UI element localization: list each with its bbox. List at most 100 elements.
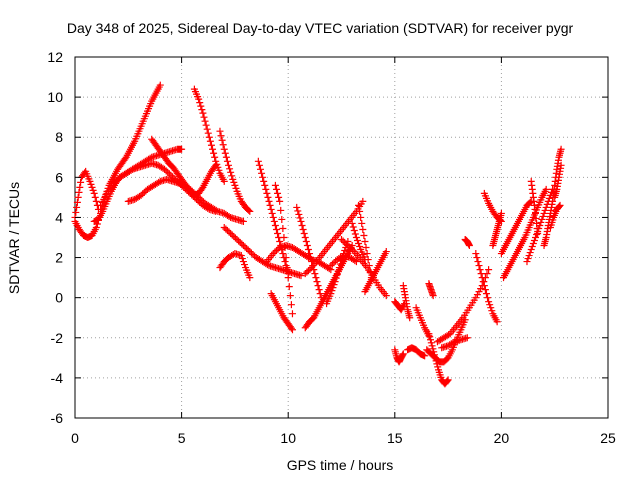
data-point <box>349 223 357 231</box>
series-arc-22 <box>361 248 390 296</box>
data-point <box>203 125 211 133</box>
data-point <box>428 342 436 350</box>
data-point <box>485 298 493 306</box>
data-point <box>249 251 257 259</box>
data-point <box>527 246 535 254</box>
data-point <box>237 252 245 260</box>
data-point <box>254 157 262 165</box>
data-point <box>255 161 263 169</box>
data-point <box>427 336 435 344</box>
data-point <box>230 178 238 186</box>
data-point <box>541 206 549 214</box>
data-point <box>240 261 248 269</box>
series-arc-11 <box>254 157 292 278</box>
x-tick-label: 25 <box>600 430 616 446</box>
data-point <box>276 197 284 205</box>
data-point <box>214 163 222 171</box>
series-arc-10 <box>216 250 254 282</box>
data-point <box>212 157 220 165</box>
data-point <box>365 262 373 270</box>
data-point <box>220 223 228 231</box>
data-point <box>301 270 309 278</box>
data-point <box>331 278 339 286</box>
data-point <box>274 229 282 237</box>
data-point <box>355 240 363 248</box>
y-tick-label: 6 <box>55 169 63 185</box>
data-point <box>137 191 145 199</box>
data-point <box>281 258 289 266</box>
data-point <box>238 255 246 263</box>
data-point <box>195 95 203 103</box>
data-point <box>243 245 251 253</box>
data-point <box>276 238 284 246</box>
data-point <box>239 217 247 225</box>
data-point <box>406 314 414 322</box>
data-point <box>220 145 228 153</box>
x-tick-label: 5 <box>178 430 186 446</box>
data-point <box>109 179 117 187</box>
data-point <box>427 339 435 347</box>
data-point <box>271 181 279 189</box>
data-point <box>342 240 350 248</box>
series-arc-21 <box>327 252 360 270</box>
data-point <box>313 278 321 286</box>
data-point <box>246 248 254 256</box>
data-point <box>212 206 220 214</box>
series-arc-37 <box>489 209 505 250</box>
series-arc-2 <box>71 167 102 221</box>
data-point <box>232 184 240 192</box>
data-point <box>483 270 491 278</box>
data-point <box>165 170 173 178</box>
data-point <box>283 264 291 272</box>
data-point <box>288 326 296 334</box>
data-point <box>353 237 361 245</box>
data-point <box>227 229 235 237</box>
data-point <box>90 189 98 197</box>
series-arc-34 <box>438 334 471 352</box>
x-tick-label: 15 <box>387 430 403 446</box>
data-point <box>140 188 148 196</box>
data-point <box>347 245 355 253</box>
data-point <box>335 264 343 272</box>
data-point <box>270 217 278 225</box>
data-point <box>235 237 243 245</box>
data-point <box>298 221 306 229</box>
data-point <box>196 195 204 203</box>
data-point <box>139 190 147 198</box>
series-arc-4 <box>97 145 186 209</box>
data-point <box>75 188 83 196</box>
y-tick-label: 4 <box>55 209 63 225</box>
data-point <box>272 185 280 193</box>
series-arc-27 <box>404 344 429 360</box>
data-point <box>146 154 154 162</box>
data-point <box>352 234 360 241</box>
data-point <box>294 207 302 215</box>
data-point <box>218 136 226 144</box>
series-arc-9 <box>220 223 305 280</box>
data-point <box>314 282 322 290</box>
data-point <box>429 292 437 300</box>
series-arc-35 <box>461 236 473 250</box>
tick-labels: 0 5 10 15 20 25 -6 -4 -2 0 2 4 6 8 10 12 <box>47 49 616 446</box>
data-point <box>225 228 233 236</box>
data-point <box>293 203 301 211</box>
data-point <box>363 250 371 258</box>
data-point <box>287 324 295 332</box>
data-point <box>92 223 100 231</box>
data-point <box>285 283 293 291</box>
data-point <box>197 102 205 110</box>
series-arc-43 <box>546 201 564 231</box>
data-point <box>229 175 237 183</box>
data-point <box>210 149 218 157</box>
data-point <box>397 306 405 314</box>
data-point <box>87 180 95 188</box>
data-point <box>529 240 537 248</box>
data-point <box>221 149 229 157</box>
data-point <box>497 209 505 217</box>
data-point <box>359 197 367 205</box>
data-point <box>486 301 494 309</box>
data-point <box>345 243 353 251</box>
data-point <box>399 350 407 358</box>
grid-lines <box>75 57 608 418</box>
